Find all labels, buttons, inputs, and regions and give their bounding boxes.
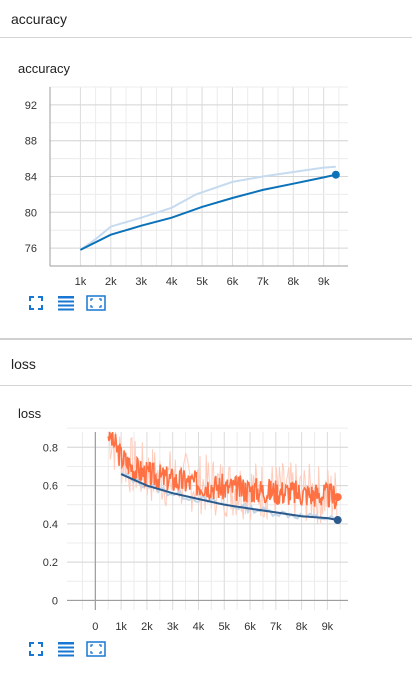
- x-tick-label: 7k: [270, 621, 282, 633]
- y-tick-label: 0: [52, 595, 58, 607]
- x-tick-label: 9k: [322, 621, 334, 633]
- loss-toolbar: [26, 640, 116, 658]
- x-tick-label: 4k: [193, 621, 205, 633]
- x-tick-label: 1k: [115, 621, 127, 633]
- y-tick-label: 0.4: [43, 519, 58, 531]
- x-tick-label: 5k: [218, 621, 230, 633]
- expand-icon[interactable]: [26, 640, 46, 658]
- y-tick-label: 0.8: [43, 442, 58, 454]
- x-tick-label: 3k: [167, 621, 179, 633]
- series-endpoint-marker-validation: [334, 516, 342, 524]
- y-tick-label: 0.2: [43, 557, 58, 569]
- fit-domain-icon[interactable]: [86, 640, 106, 658]
- series-endpoint-marker-train: [334, 493, 342, 501]
- x-tick-label: 8k: [296, 621, 308, 633]
- loss-chart: 0 1k 2k 3k 4k 5k 6k 7k 8k 9k 0 0.2 0.4 0.6 0.8: [0, 0, 412, 640]
- data-table-icon[interactable]: [56, 640, 76, 658]
- x-tick-label: 0: [92, 621, 98, 633]
- x-tick-label: 6k: [244, 621, 256, 633]
- y-tick-label: 0.6: [43, 481, 58, 493]
- x-tick-label: 2k: [141, 621, 153, 633]
